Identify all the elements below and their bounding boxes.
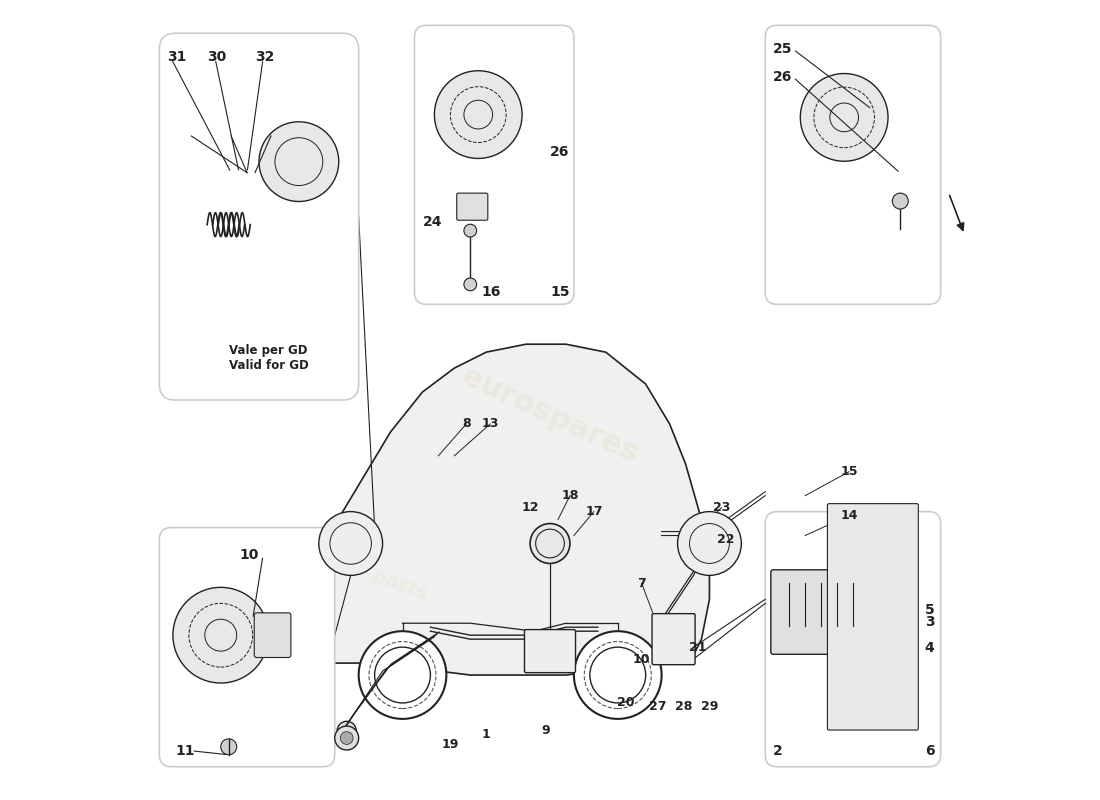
Text: 32: 32 [255, 50, 274, 64]
FancyBboxPatch shape [160, 527, 334, 766]
Text: 11: 11 [175, 744, 195, 758]
Polygon shape [271, 344, 710, 675]
Text: 31: 31 [167, 50, 187, 64]
FancyBboxPatch shape [771, 570, 871, 654]
Text: 22: 22 [716, 533, 734, 546]
Text: 6: 6 [925, 744, 934, 758]
Text: 26: 26 [550, 146, 570, 159]
Text: 28: 28 [675, 701, 693, 714]
Circle shape [334, 726, 359, 750]
Text: 20: 20 [617, 697, 635, 710]
Text: 16: 16 [482, 286, 500, 299]
Circle shape [530, 523, 570, 563]
Text: 9: 9 [541, 724, 550, 738]
FancyBboxPatch shape [766, 512, 940, 766]
FancyBboxPatch shape [415, 26, 574, 304]
FancyBboxPatch shape [456, 193, 487, 220]
Circle shape [340, 732, 353, 744]
Text: 2: 2 [773, 744, 783, 758]
Text: 24: 24 [422, 215, 442, 230]
Circle shape [359, 631, 447, 719]
Text: 26: 26 [773, 70, 793, 84]
Text: 25: 25 [773, 42, 793, 56]
Circle shape [464, 224, 476, 237]
Text: eurospares: eurospares [456, 362, 644, 470]
Circle shape [258, 122, 339, 202]
Circle shape [319, 512, 383, 575]
Text: 12: 12 [521, 501, 539, 514]
Text: 8: 8 [462, 418, 471, 430]
Text: a parts: a parts [351, 559, 430, 603]
Text: 29: 29 [701, 701, 718, 714]
Circle shape [678, 512, 741, 575]
Circle shape [574, 631, 661, 719]
Text: 23: 23 [713, 501, 730, 514]
Circle shape [464, 278, 476, 290]
Text: 4: 4 [925, 641, 934, 655]
Circle shape [337, 722, 356, 741]
Text: 21: 21 [689, 641, 706, 654]
Text: 10: 10 [239, 549, 258, 562]
Text: 15: 15 [550, 286, 570, 299]
FancyBboxPatch shape [766, 26, 940, 304]
Text: 30: 30 [207, 50, 227, 64]
Text: 13: 13 [482, 418, 499, 430]
Text: 1: 1 [482, 728, 491, 742]
FancyBboxPatch shape [254, 613, 290, 658]
Text: 5: 5 [925, 602, 934, 617]
Text: 27: 27 [649, 701, 667, 714]
Text: 10: 10 [632, 653, 650, 666]
Text: 19: 19 [442, 738, 459, 751]
Text: Vale per GD
Valid for GD: Vale per GD Valid for GD [229, 344, 309, 372]
Text: 14: 14 [840, 509, 858, 522]
Circle shape [173, 587, 268, 683]
Circle shape [892, 193, 909, 209]
FancyBboxPatch shape [827, 504, 918, 730]
Circle shape [801, 74, 888, 162]
Circle shape [434, 70, 522, 158]
Circle shape [221, 739, 236, 754]
FancyBboxPatch shape [525, 630, 575, 673]
Text: 17: 17 [585, 505, 603, 518]
Text: 3: 3 [925, 615, 934, 630]
FancyBboxPatch shape [652, 614, 695, 665]
Text: 18: 18 [561, 489, 579, 502]
Text: 15: 15 [840, 466, 858, 478]
FancyBboxPatch shape [160, 34, 359, 400]
Text: 7: 7 [637, 577, 646, 590]
